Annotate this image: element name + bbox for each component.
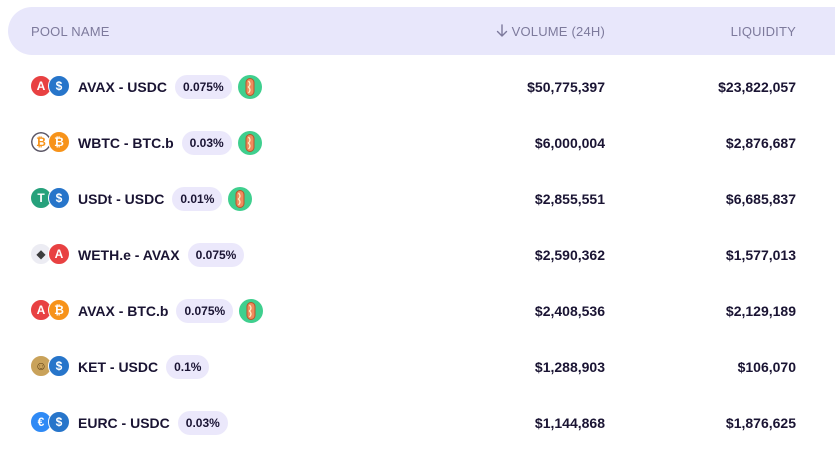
pool-name-cell: ◆ A WETH.e - AVAX 0.075% bbox=[30, 243, 250, 267]
liquidity-value: $2,129,189 bbox=[725, 303, 796, 319]
token-pair-icons: T $ bbox=[30, 187, 72, 211]
fee-badge: 0.03% bbox=[177, 411, 228, 435]
token-pair-icons: A $ bbox=[30, 75, 72, 99]
fee-badge: 0.075% bbox=[187, 243, 245, 267]
pool-row[interactable]: ₿ ₿ WBTC - BTC.b 0.03% $6,000,004 $2,876,687 bbox=[0, 115, 835, 171]
pool-pair-label: USDt - USDC bbox=[78, 191, 165, 207]
token-pair-icons: € $ bbox=[30, 411, 72, 435]
pool-pair-label: WBTC - BTC.b bbox=[78, 135, 174, 151]
volume-value: $2,855,551 bbox=[534, 191, 605, 207]
pool-name-cell: € $ EURC - USDC 0.03% bbox=[30, 411, 234, 435]
pool-list: A $ AVAX - USDC 0.075% $50,775,397 $23,822,05… bbox=[0, 59, 835, 451]
usdc-coin-icon: $ bbox=[48, 75, 70, 97]
token-pair-icons: ☺ $ bbox=[30, 355, 72, 379]
liquidity-value: $23,822,057 bbox=[718, 79, 796, 95]
liquidity-value: $106,070 bbox=[737, 359, 796, 375]
token-pair-icons: ₿ ₿ bbox=[30, 131, 72, 155]
pool-row[interactable]: A $ AVAX - USDC 0.075% $50,775,397 $23,822,05… bbox=[0, 59, 835, 115]
volume-value: $1,288,903 bbox=[534, 359, 605, 375]
pool-pair-label: KET - USDC bbox=[78, 359, 159, 375]
fee-badge: 0.075% bbox=[174, 75, 232, 99]
usdc-coin-icon: $ bbox=[48, 187, 70, 209]
arrow-down-icon bbox=[496, 24, 507, 37]
pool-pair-label: AVAX - USDC bbox=[78, 79, 167, 95]
liquidity-header[interactable]: LIQUIDITY bbox=[730, 23, 796, 39]
avax-coin-icon: A bbox=[48, 243, 70, 265]
volume-value: $1,144,868 bbox=[534, 415, 605, 431]
pool-row[interactable]: € $ EURC - USDC 0.03% $1,144,868 $1,876,625 bbox=[0, 395, 835, 451]
btc-coin-icon: ₿ bbox=[48, 131, 70, 153]
table-header: POOL NAME VOLUME (24H) LIQUIDITY bbox=[8, 7, 835, 55]
usdc-coin-icon: $ bbox=[48, 355, 70, 377]
btc-coin-icon: ₿ bbox=[48, 299, 70, 321]
volume-value: $2,590,362 bbox=[534, 247, 605, 263]
usdc-coin-icon: $ bbox=[48, 411, 70, 433]
fee-badge: 0.03% bbox=[181, 131, 232, 155]
rewards-icon bbox=[237, 75, 262, 99]
rewards-icon bbox=[239, 299, 264, 323]
pool-name-header[interactable]: POOL NAME bbox=[31, 23, 110, 39]
liquidity-value: $2,876,687 bbox=[725, 135, 796, 151]
liquidity-value: $1,876,625 bbox=[725, 415, 796, 431]
token-pair-icons: A ₿ bbox=[30, 299, 72, 323]
pool-name-cell: ☺ $ KET - USDC 0.1% bbox=[30, 355, 215, 379]
pool-name-cell: ₿ ₿ WBTC - BTC.b 0.03% bbox=[30, 131, 262, 155]
pool-name-cell: A $ AVAX - USDC 0.075% bbox=[30, 75, 262, 99]
pool-row[interactable]: A ₿ AVAX - BTC.b 0.075% $2,408,536 $2,129,189 bbox=[0, 283, 835, 339]
volume-header-label: VOLUME (24H) bbox=[511, 23, 605, 39]
liquidity-value: $6,685,837 bbox=[725, 191, 796, 207]
pool-row[interactable]: ◆ A WETH.e - AVAX 0.075% $2,590,362 $1,577,01… bbox=[0, 227, 835, 283]
fee-badge: 0.075% bbox=[176, 299, 234, 323]
rewards-icon bbox=[228, 187, 253, 211]
fee-badge: 0.1% bbox=[166, 355, 210, 379]
pool-pair-label: AVAX - BTC.b bbox=[78, 303, 169, 319]
pool-pair-label: EURC - USDC bbox=[78, 415, 170, 431]
rewards-icon bbox=[237, 131, 262, 155]
pool-row[interactable]: T $ USDt - USDC 0.01% $2,855,551 $6,685,837 bbox=[0, 171, 835, 227]
volume-value: $50,775,397 bbox=[527, 79, 605, 95]
fee-badge: 0.01% bbox=[172, 187, 223, 211]
volume-value: $2,408,536 bbox=[534, 303, 605, 319]
usdt-coin-icon: T bbox=[30, 187, 52, 209]
eth-coin-icon: ◆ bbox=[30, 243, 52, 265]
pool-row[interactable]: ☺ $ KET - USDC 0.1% $1,288,903 $106,070 bbox=[0, 339, 835, 395]
ket-coin-icon: ☺ bbox=[30, 355, 52, 377]
pool-name-cell: T $ USDt - USDC 0.01% bbox=[30, 187, 253, 211]
volume-value: $6,000,004 bbox=[534, 135, 605, 151]
pool-pair-label: WETH.e - AVAX bbox=[78, 247, 180, 263]
volume-sort-header[interactable]: VOLUME (24H) bbox=[496, 24, 605, 39]
liquidity-value: $1,577,013 bbox=[725, 247, 796, 263]
token-pair-icons: ◆ A bbox=[30, 243, 72, 267]
pool-name-cell: A ₿ AVAX - BTC.b 0.075% bbox=[30, 299, 264, 323]
